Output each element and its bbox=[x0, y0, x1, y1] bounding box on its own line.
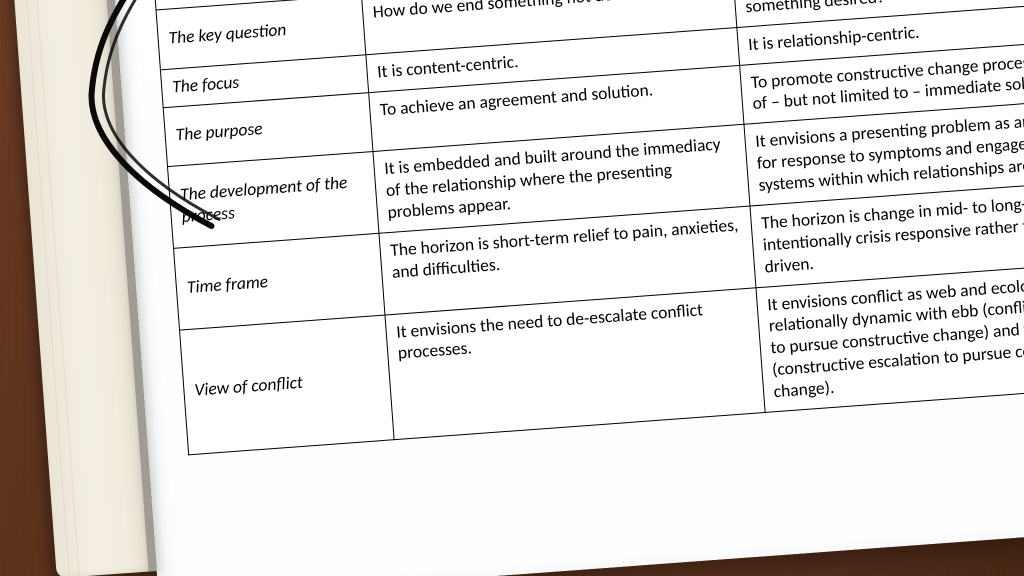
row-label: Time frame bbox=[174, 233, 385, 329]
cell-resolution: It envisions the need to de-escalate con… bbox=[385, 287, 765, 439]
row-label: View of conflict bbox=[179, 315, 393, 455]
desk-background: Conflict Resolution Perspective Conflict… bbox=[0, 0, 1024, 576]
ribbon-icon bbox=[71, 0, 312, 255]
notebook: Conflict Resolution Perspective Conflict… bbox=[10, 0, 1024, 576]
bookmark-ribbon bbox=[71, 0, 312, 255]
